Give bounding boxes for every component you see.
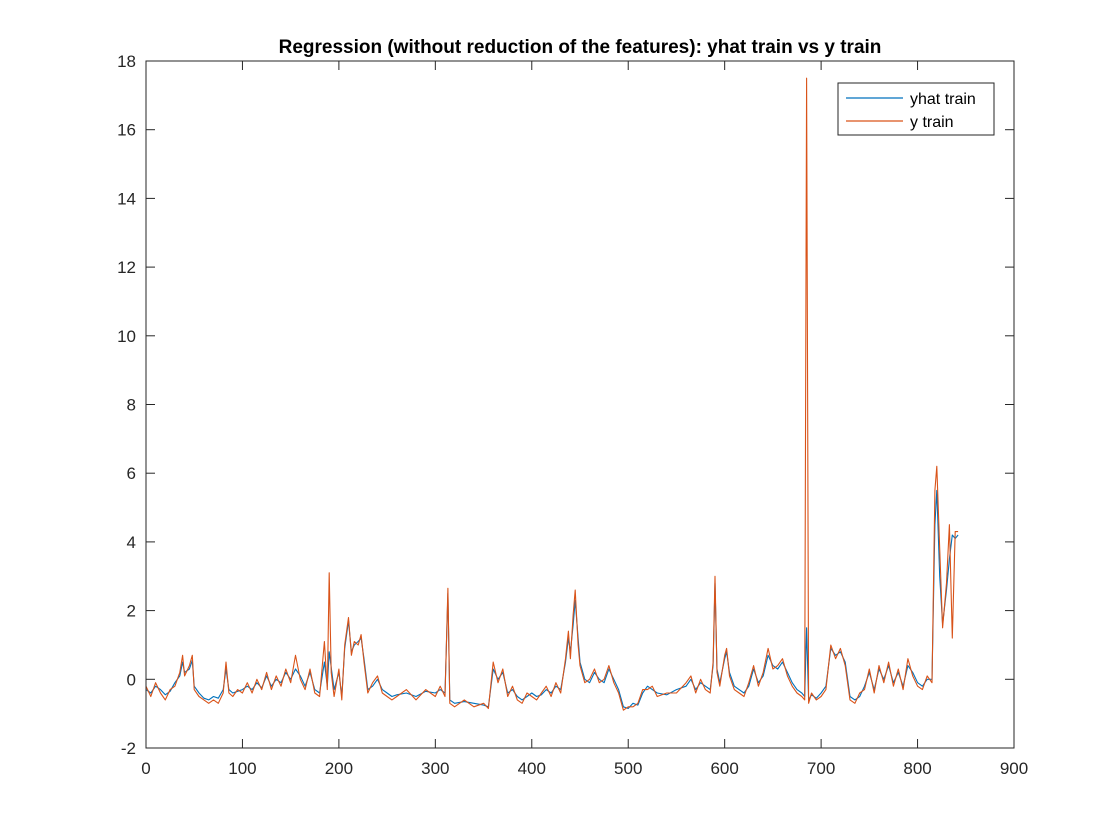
x-tick-label: 400	[518, 759, 546, 778]
legend-label: y train	[910, 114, 954, 131]
x-tick-label: 700	[807, 759, 835, 778]
x-tick-label: 100	[228, 759, 256, 778]
y-tick-label: 12	[117, 258, 136, 277]
y-tick-label: -2	[121, 739, 136, 758]
chart-title: Regression (without reduction of the fea…	[279, 37, 882, 58]
axes-layer: 0 100 200 300 400 500 600 700 800 900 -2 0 2 4 6 8 10 12 1…	[117, 52, 1028, 778]
y-tick-label: 2	[127, 602, 136, 621]
x-tick-label: 500	[614, 759, 642, 778]
x-tick-label: 600	[710, 759, 738, 778]
series-line-y-train	[145, 77, 959, 711]
x-tick-label: 200	[325, 759, 353, 778]
x-tick-label: 800	[903, 759, 931, 778]
x-tick-label: 900	[1000, 759, 1028, 778]
x-tick-label: 0	[141, 759, 150, 778]
series-layer	[145, 77, 959, 711]
y-tick-label: 16	[117, 121, 136, 140]
legend: yhat train y train	[837, 82, 995, 136]
y-tick-label: 14	[117, 189, 136, 208]
y-tick-label: 10	[117, 327, 136, 346]
y-tick-label: 18	[117, 52, 136, 71]
legend-box	[837, 82, 995, 136]
y-tick-label: 0	[127, 670, 136, 689]
y-tick-label: 6	[127, 464, 136, 483]
y-tick-label: 8	[127, 396, 136, 415]
plot-area	[146, 61, 1014, 748]
legend-label: yhat train	[910, 91, 976, 108]
x-tick-label: 300	[421, 759, 449, 778]
y-tick-label: 4	[127, 533, 136, 552]
